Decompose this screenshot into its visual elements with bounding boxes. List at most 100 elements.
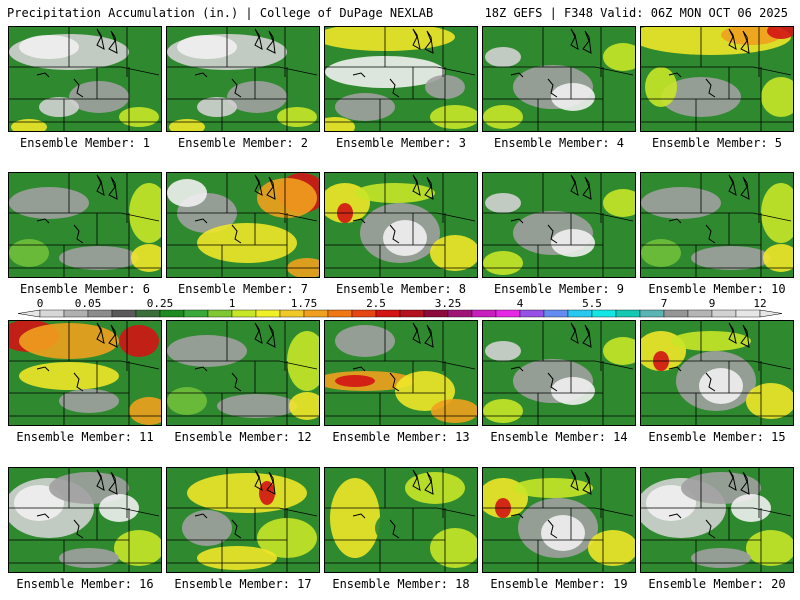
ensemble-member-map <box>8 320 162 426</box>
ensemble-member-map <box>8 467 162 573</box>
precip-blob <box>227 81 287 113</box>
ensemble-member-label: Ensemble Member: 3 <box>335 136 467 150</box>
precip-blob <box>645 67 677 107</box>
precip-field <box>483 173 635 277</box>
precip-blob <box>483 251 523 275</box>
colorbar-segment <box>471 309 497 318</box>
lake-river-outline <box>36 513 50 519</box>
lake-river-outline <box>547 78 558 98</box>
lake-river-outline <box>510 72 524 78</box>
lake-river-outline <box>582 324 592 348</box>
lake-river-outline <box>728 322 737 344</box>
precip-field <box>641 173 793 277</box>
lake-river-outline <box>108 471 118 495</box>
lake-river-outline <box>705 224 716 244</box>
ensemble-member-map <box>640 172 794 278</box>
precip-blob <box>167 179 207 207</box>
state-border <box>9 360 160 370</box>
colorbar-segment <box>567 309 593 318</box>
precip-blob <box>39 97 79 117</box>
precip-blob <box>9 187 89 219</box>
ensemble-member-map <box>8 172 162 278</box>
precip-blob <box>177 35 237 59</box>
precip-blob <box>661 77 741 117</box>
precip-blob <box>14 485 64 521</box>
colorbar-segment <box>735 309 761 318</box>
precip-blob <box>325 27 455 51</box>
ensemble-member-label: Ensemble Member: 5 <box>651 136 783 150</box>
precip-blob <box>603 43 635 71</box>
precip-blob <box>485 47 521 67</box>
ensemble-member-label: Ensemble Member: 7 <box>177 282 309 296</box>
precip-blob <box>430 528 477 568</box>
ensemble-member-label: Ensemble Member: 19 <box>490 577 628 591</box>
lake-river-outline <box>73 224 84 244</box>
ensemble-member-label: Ensemble Member: 1 <box>19 136 151 150</box>
colorbar-tick-label: 0.05 <box>75 298 102 310</box>
lake-river-outline <box>582 30 592 54</box>
precip-blob <box>551 377 595 405</box>
colorbar-tick-label: 2.5 <box>366 298 386 310</box>
lake-river-outline <box>510 218 524 224</box>
lake-river-outline <box>96 174 105 196</box>
ensemble-member-map <box>166 467 320 573</box>
precip-field <box>9 468 161 572</box>
colorbar-tick-label: 3.25 <box>435 298 462 310</box>
lake-river-outline <box>570 469 579 491</box>
precip-blob <box>483 399 523 423</box>
lake-river-outline <box>412 469 421 491</box>
colorbar-segment <box>231 309 257 318</box>
precip-blob <box>671 331 751 351</box>
lake-river-outline <box>266 176 276 200</box>
colorbar-segment <box>159 309 185 318</box>
precip-blob <box>325 56 445 88</box>
ensemble-member-map <box>324 320 478 426</box>
state-border <box>325 212 476 222</box>
precip-field <box>167 468 319 572</box>
lake-river-outline <box>231 372 242 392</box>
precip-blob <box>59 246 139 270</box>
precip-blob <box>330 478 380 558</box>
precip-field <box>325 27 477 131</box>
ensemble-member-label: Ensemble Member: 8 <box>335 282 467 296</box>
lake-river-outline <box>668 72 682 78</box>
ensemble-member-map <box>324 26 478 132</box>
state-border <box>483 507 634 517</box>
ensemble-member-label: Ensemble Member: 17 <box>174 577 312 591</box>
state-border <box>641 212 792 222</box>
lake-river-outline <box>194 366 208 372</box>
ensemble-member-label: Ensemble Member: 2 <box>177 136 309 150</box>
lake-river-outline <box>728 469 737 491</box>
lake-river-outline <box>36 72 50 78</box>
precip-blob <box>289 392 319 420</box>
lake-river-outline <box>424 30 434 54</box>
precip-blob <box>641 239 681 267</box>
lake-river-outline <box>96 28 105 50</box>
colorbar-tick-label: 1 <box>229 298 236 310</box>
colorbar-segment <box>303 309 329 318</box>
precip-blob <box>335 325 395 357</box>
ensemble-member-label: Ensemble Member: 16 <box>16 577 154 591</box>
ensemble-member-label: Ensemble Member: 10 <box>648 282 786 296</box>
lake-river-outline <box>668 218 682 224</box>
precip-blob <box>119 325 159 357</box>
lake-river-outline <box>36 366 50 372</box>
lake-river-outline <box>352 218 366 224</box>
map-title: Precipitation Accumulation (in.) | Colle… <box>7 6 434 20</box>
ensemble-member-label: Ensemble Member: 9 <box>493 282 625 296</box>
colorbar-segment <box>375 309 401 318</box>
colorbar-segment <box>87 309 113 318</box>
colorbar-segment <box>63 309 89 318</box>
colorbar-tick-label: 12 <box>753 298 766 310</box>
lake-river-outline <box>389 372 400 392</box>
colorbar-segment <box>447 309 473 318</box>
state-border <box>483 360 634 370</box>
lake-river-outline <box>73 372 84 392</box>
precip-field <box>325 321 477 425</box>
colorbar-tick-label: 7 <box>661 298 668 310</box>
precip-blob <box>395 371 455 411</box>
precip-blob <box>355 183 435 203</box>
precip-blob <box>763 244 793 272</box>
ensemble-member-map <box>166 320 320 426</box>
state-border <box>641 66 792 76</box>
